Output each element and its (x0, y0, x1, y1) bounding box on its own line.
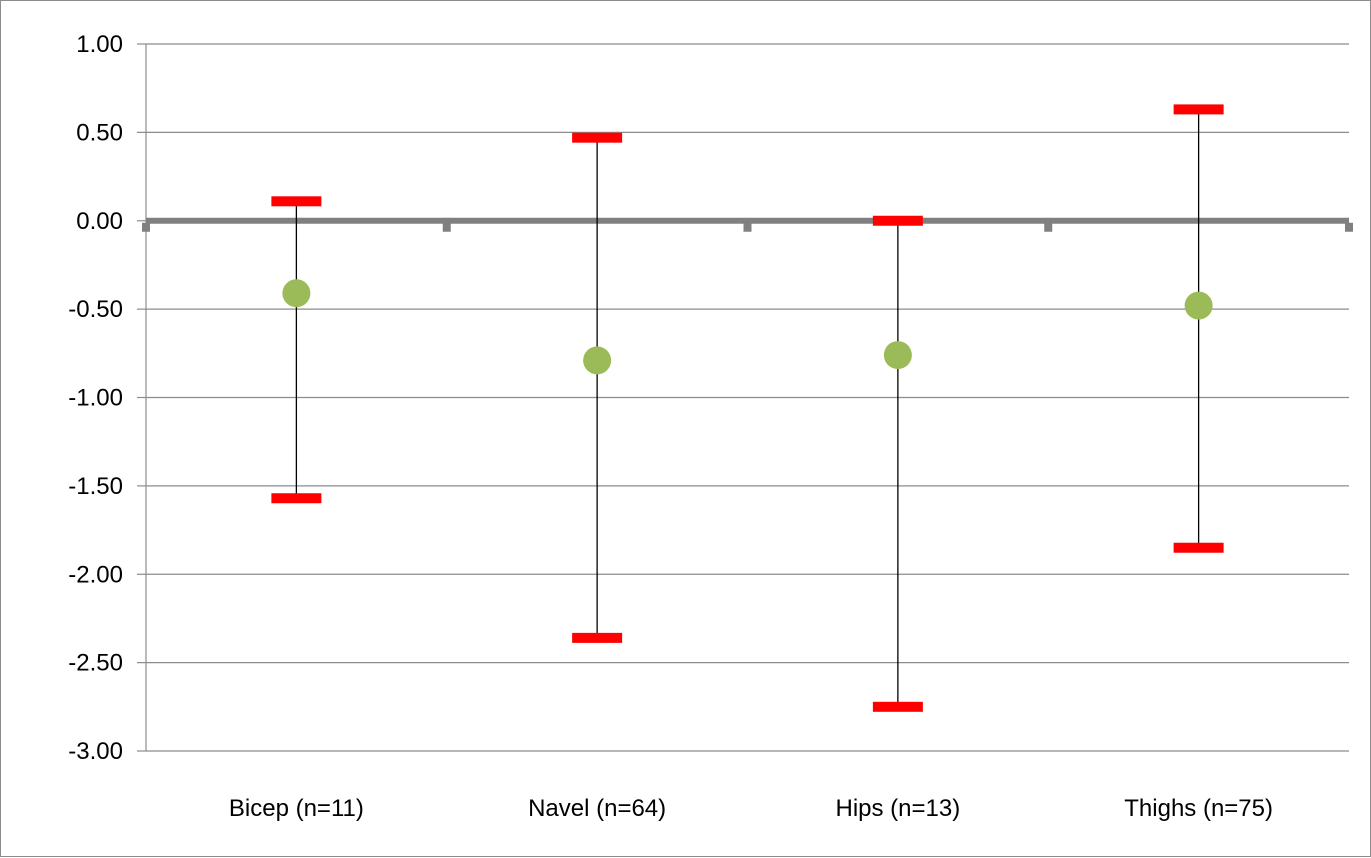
y-tick-label: -2.50 (68, 650, 123, 677)
mean-point (883, 341, 912, 370)
x-tick-label: Thighs (n=75) (1124, 795, 1273, 822)
y-tick-label: -2.00 (68, 561, 123, 588)
error-cap-lower (572, 632, 623, 643)
x-tick-mark (442, 222, 451, 232)
axes (137, 43, 147, 752)
mean-point (282, 279, 311, 308)
y-tick-label: -3.00 (68, 738, 123, 765)
y-tick-label: -1.50 (68, 473, 123, 500)
error-cap-upper (271, 196, 322, 207)
error-bars (271, 104, 1224, 712)
x-tick-mark (142, 222, 150, 232)
x-tick-label: Bicep (n=11) (229, 795, 364, 822)
y-tick-label: -1.00 (68, 385, 123, 412)
error-cap-lower (872, 701, 923, 712)
error-cap-upper (572, 132, 623, 143)
gridlines (146, 43, 1349, 752)
y-tick-label: 1.00 (76, 31, 123, 58)
mean-point (1184, 291, 1213, 320)
zero-line-layer (142, 217, 1353, 232)
y-tick-label: 0.50 (76, 119, 123, 146)
x-tick-mark (1345, 222, 1353, 232)
y-tick-label: 0.00 (76, 208, 123, 235)
error-cap-upper (872, 215, 923, 226)
error-cap-lower (1173, 542, 1224, 553)
y-tick-label: -0.50 (68, 296, 123, 323)
error-cap-lower (271, 493, 322, 504)
x-tick-mark (743, 222, 752, 232)
x-tick-label: Hips (n=13) (836, 795, 961, 822)
x-tick-labels: Bicep (n=11) Navel (n=64) Hips (n=13) Thigh… (229, 795, 1273, 822)
x-tick-mark (1044, 222, 1053, 232)
x-tick-label: Navel (n=64) (528, 795, 666, 822)
error-cap-upper (1173, 104, 1224, 115)
y-tick-labels: 1.00 0.50 0.00 -0.50 -1.00 -1.50 -2.00 -2.50 -3.… (68, 31, 123, 765)
mean-point (583, 346, 612, 375)
data-points (282, 279, 1213, 375)
